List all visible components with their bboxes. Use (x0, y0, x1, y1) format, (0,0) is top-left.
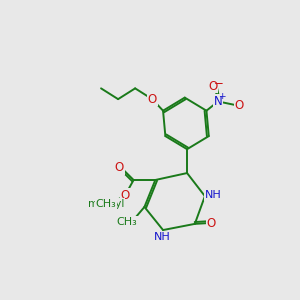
Text: NH: NH (154, 232, 170, 242)
Text: O: O (148, 93, 157, 106)
Text: O: O (208, 80, 218, 92)
Text: CH₃: CH₃ (117, 217, 137, 226)
Text: O: O (206, 217, 216, 230)
Text: O: O (121, 189, 130, 202)
Text: O: O (115, 161, 124, 174)
Text: methyl: methyl (0, 299, 1, 300)
Text: methyl: methyl (88, 199, 124, 209)
Text: −: − (213, 76, 223, 89)
Text: +: + (218, 92, 226, 101)
Text: CH₃: CH₃ (96, 199, 116, 209)
Text: N: N (214, 95, 223, 108)
Text: NH: NH (205, 190, 221, 200)
Text: O: O (234, 99, 244, 112)
